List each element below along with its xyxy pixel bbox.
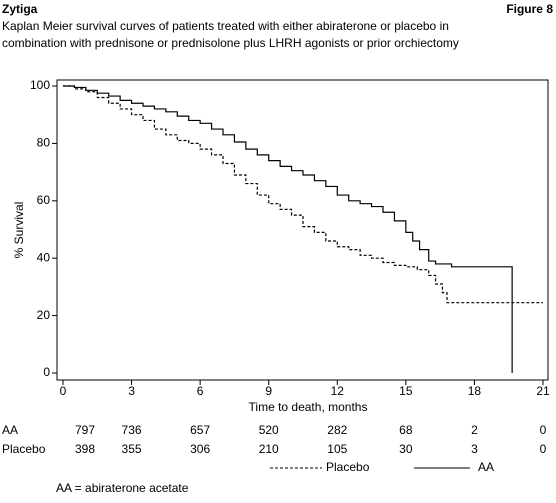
plot-frame xyxy=(56,79,549,381)
x-tick-label: 0 xyxy=(60,384,67,398)
risk-count: 736 xyxy=(122,423,142,437)
legend-label: AA xyxy=(478,460,494,474)
risk-count: 0 xyxy=(540,442,547,456)
risk-count: 657 xyxy=(190,423,210,437)
risk-count: 0 xyxy=(540,423,547,437)
y-tick-label: 100 xyxy=(30,78,50,92)
x-tick-label: 9 xyxy=(265,384,272,398)
risk-count: 306 xyxy=(190,442,210,456)
risk-count: 520 xyxy=(259,423,279,437)
x-tick-label: 21 xyxy=(536,384,550,398)
risk-count: 30 xyxy=(399,442,413,456)
risk-count: 3 xyxy=(471,442,478,456)
risk-count: 2 xyxy=(471,423,478,437)
risk-row-label: Placebo xyxy=(2,442,46,456)
y-tick-label: 40 xyxy=(37,250,51,264)
figure-label: Figure 8 xyxy=(506,2,553,16)
risk-count: 355 xyxy=(122,442,142,456)
legend-label: Placebo xyxy=(326,460,370,474)
survival-curve xyxy=(63,85,513,373)
footnote: AA = abiraterone acetate xyxy=(56,481,189,495)
subtitle: Kaplan Meier survival curves of patients… xyxy=(2,19,449,33)
risk-count: 797 xyxy=(75,423,95,437)
chart-title: Zytiga xyxy=(2,2,38,16)
risk-count: 68 xyxy=(399,423,413,437)
x-tick-label: 3 xyxy=(128,384,135,398)
x-tick-label: 15 xyxy=(399,384,413,398)
x-axis-label: Time to death, months xyxy=(249,400,368,414)
risk-row-label: AA xyxy=(2,423,18,437)
subtitle: combination with prednisone or prednisol… xyxy=(2,36,459,50)
x-tick-label: 12 xyxy=(331,384,345,398)
risk-count: 210 xyxy=(259,442,279,456)
y-tick-label: 20 xyxy=(37,308,51,322)
survival-curve xyxy=(63,85,543,304)
y-axis-label: % Survival xyxy=(12,202,26,259)
y-tick-label: 60 xyxy=(37,193,51,207)
risk-count: 282 xyxy=(327,423,347,437)
x-tick-label: 18 xyxy=(468,384,482,398)
y-tick-label: 80 xyxy=(37,136,51,150)
risk-count: 105 xyxy=(327,442,347,456)
x-tick-label: 6 xyxy=(197,384,204,398)
y-tick-label: 0 xyxy=(43,365,50,379)
risk-count: 398 xyxy=(75,442,95,456)
